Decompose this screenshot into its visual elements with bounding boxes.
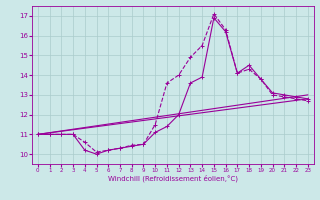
- X-axis label: Windchill (Refroidissement éolien,°C): Windchill (Refroidissement éolien,°C): [108, 175, 238, 182]
